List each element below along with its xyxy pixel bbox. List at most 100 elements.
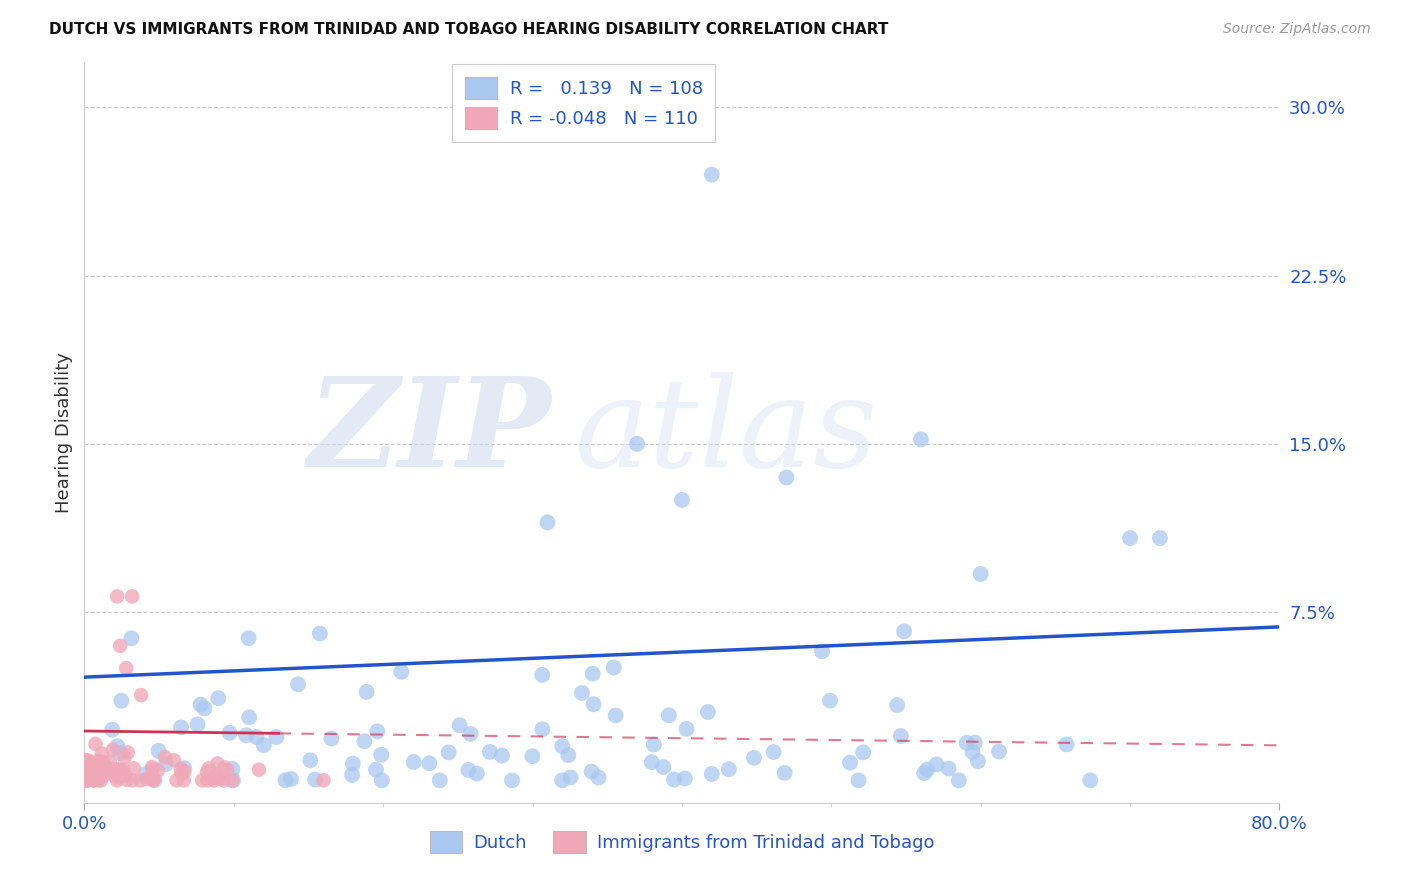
Point [938, 762, 960, 776]
Point [287, 677, 309, 691]
Point [1056, 738, 1078, 752]
Point [551, 739, 574, 754]
Point [280, 772, 302, 786]
Point [557, 748, 579, 763]
Point [212, 773, 235, 788]
Point [122, 761, 145, 775]
Point [671, 492, 693, 507]
Point [94, 761, 117, 775]
Point [643, 738, 665, 752]
Point [84, 770, 107, 784]
Point [105, 590, 128, 604]
Point [581, 764, 603, 779]
Point [84, 760, 107, 774]
Text: atlas: atlas [575, 372, 877, 493]
Point [560, 771, 582, 785]
Point [238, 710, 260, 724]
Point [522, 749, 544, 764]
Point [457, 763, 479, 777]
Point [80, 769, 103, 783]
Point [77, 754, 100, 768]
Point [700, 168, 723, 182]
Point [187, 717, 209, 731]
Point [308, 626, 330, 640]
Point [209, 772, 232, 786]
Point [146, 764, 169, 778]
Point [170, 766, 193, 780]
Point [155, 757, 177, 772]
Point [588, 771, 610, 785]
Point [364, 763, 387, 777]
Point [366, 724, 388, 739]
Point [266, 730, 288, 744]
Point [662, 772, 685, 787]
Point [73, 771, 96, 785]
Point [141, 762, 163, 776]
Point [141, 760, 163, 774]
Point [84, 737, 107, 751]
Point [356, 685, 378, 699]
Point [98, 756, 121, 770]
Point [491, 748, 513, 763]
Point [312, 773, 335, 788]
Point [675, 722, 697, 736]
Point [449, 718, 471, 732]
Point [202, 773, 225, 788]
Point [114, 769, 136, 783]
Point [700, 767, 723, 781]
Point [658, 708, 681, 723]
Point [80, 772, 103, 787]
Point [536, 516, 558, 530]
Point [818, 693, 841, 707]
Point [91, 758, 114, 772]
Point [110, 639, 132, 653]
Point [956, 736, 979, 750]
Point [353, 734, 375, 748]
Point [73, 773, 96, 788]
Point [96, 766, 118, 780]
Point [626, 437, 648, 451]
Point [173, 764, 195, 779]
Point [101, 723, 124, 737]
Point [75, 763, 97, 777]
Point [402, 755, 425, 769]
Point [141, 771, 163, 785]
Point [80, 770, 103, 784]
Point [73, 758, 96, 772]
Point [673, 772, 696, 786]
Point [195, 773, 218, 788]
Point [143, 773, 166, 788]
Point [129, 688, 152, 702]
Point [970, 566, 993, 581]
Point [429, 773, 451, 788]
Point [967, 754, 990, 768]
Point [238, 631, 260, 645]
Point [299, 753, 322, 767]
Point [641, 756, 664, 770]
Point [418, 756, 440, 771]
Point [112, 763, 135, 777]
Point [77, 753, 100, 767]
Point [988, 744, 1011, 758]
Point [73, 769, 96, 783]
Point [582, 698, 605, 712]
Point [170, 721, 193, 735]
Point [221, 773, 243, 788]
Point [190, 698, 212, 712]
Point [221, 762, 243, 776]
Point [80, 762, 103, 776]
Point [912, 766, 935, 780]
Point [890, 729, 912, 743]
Point [1119, 531, 1142, 545]
Point [531, 723, 554, 737]
Point [101, 742, 124, 756]
Point [82, 772, 104, 787]
Point [247, 763, 270, 777]
Point [207, 770, 229, 784]
Point [114, 750, 136, 764]
Point [73, 770, 96, 784]
Point [75, 773, 97, 788]
Point [915, 763, 938, 777]
Point [75, 773, 97, 788]
Point [207, 756, 229, 771]
